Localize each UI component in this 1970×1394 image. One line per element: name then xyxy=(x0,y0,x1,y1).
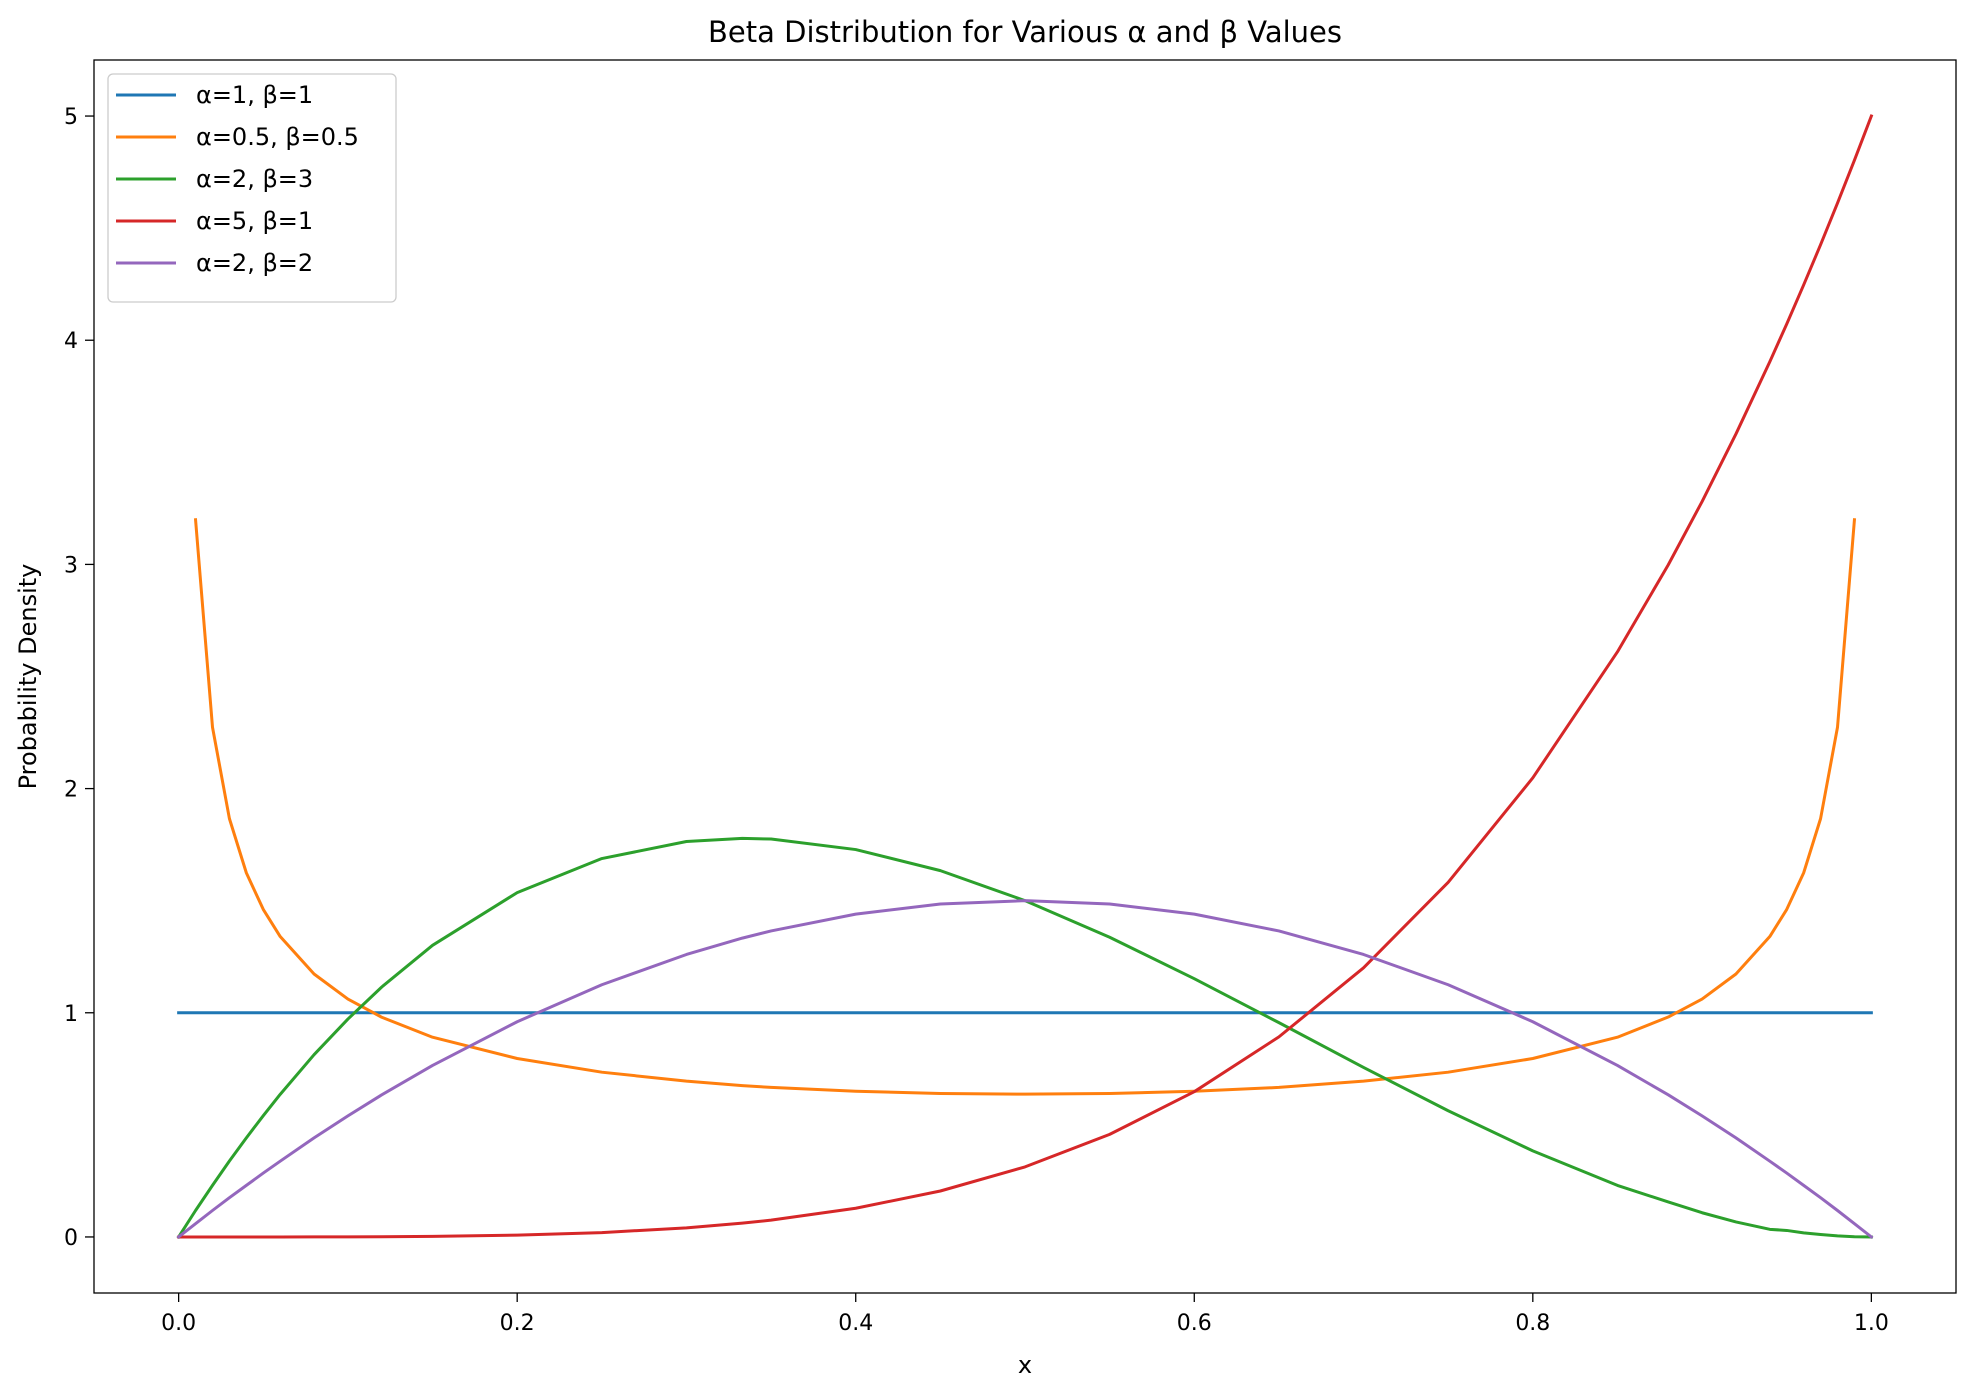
legend-entry: α=2, β=2 xyxy=(196,249,313,277)
legend: α=1, β=1 α=0.5, β=0.5 α=2, β=3 α=5, β=1 α=2,… xyxy=(107,73,397,303)
x-axis-label: x xyxy=(1018,1351,1032,1379)
series-line-4 xyxy=(177,114,1874,1239)
series-line-5 xyxy=(176,899,1874,1240)
x-tick-label: 0.6 xyxy=(1177,1311,1212,1336)
y-tick-label: 1 xyxy=(64,1002,78,1027)
y-tick-label: 3 xyxy=(64,553,78,578)
y-tick-label: 2 xyxy=(64,778,78,803)
series-line-2 xyxy=(193,518,1857,1096)
legend-entry: α=2, β=3 xyxy=(196,165,313,193)
y-tick-label: 5 xyxy=(64,105,78,130)
x-axis-ticks: 0.0 0.2 0.4 0.6 0.8 1.0 xyxy=(161,1293,1889,1336)
y-tick-label: 0 xyxy=(64,1226,78,1251)
plot-frame xyxy=(93,59,1957,1294)
x-tick-label: 0.4 xyxy=(838,1311,873,1336)
legend-entry: α=0.5, β=0.5 xyxy=(196,123,359,151)
x-tick-label: 0.2 xyxy=(500,1311,535,1336)
x-tick-label: 1.0 xyxy=(1854,1311,1889,1336)
legend-entry: α=5, β=1 xyxy=(196,207,313,235)
x-tick-label: 0.8 xyxy=(1515,1311,1550,1336)
y-axis-label: Probability Density xyxy=(14,564,42,790)
series-line-3 xyxy=(176,836,1873,1240)
series-layer xyxy=(176,114,1874,1240)
legend-box xyxy=(107,73,397,303)
y-tick-label: 4 xyxy=(64,329,78,354)
chart-title: Beta Distribution for Various α and β Va… xyxy=(708,15,1342,49)
x-tick-label: 0.0 xyxy=(161,1311,196,1336)
legend-entry: α=1, β=1 xyxy=(196,81,313,109)
y-axis-ticks: 0 1 2 3 4 5 xyxy=(64,105,94,1251)
